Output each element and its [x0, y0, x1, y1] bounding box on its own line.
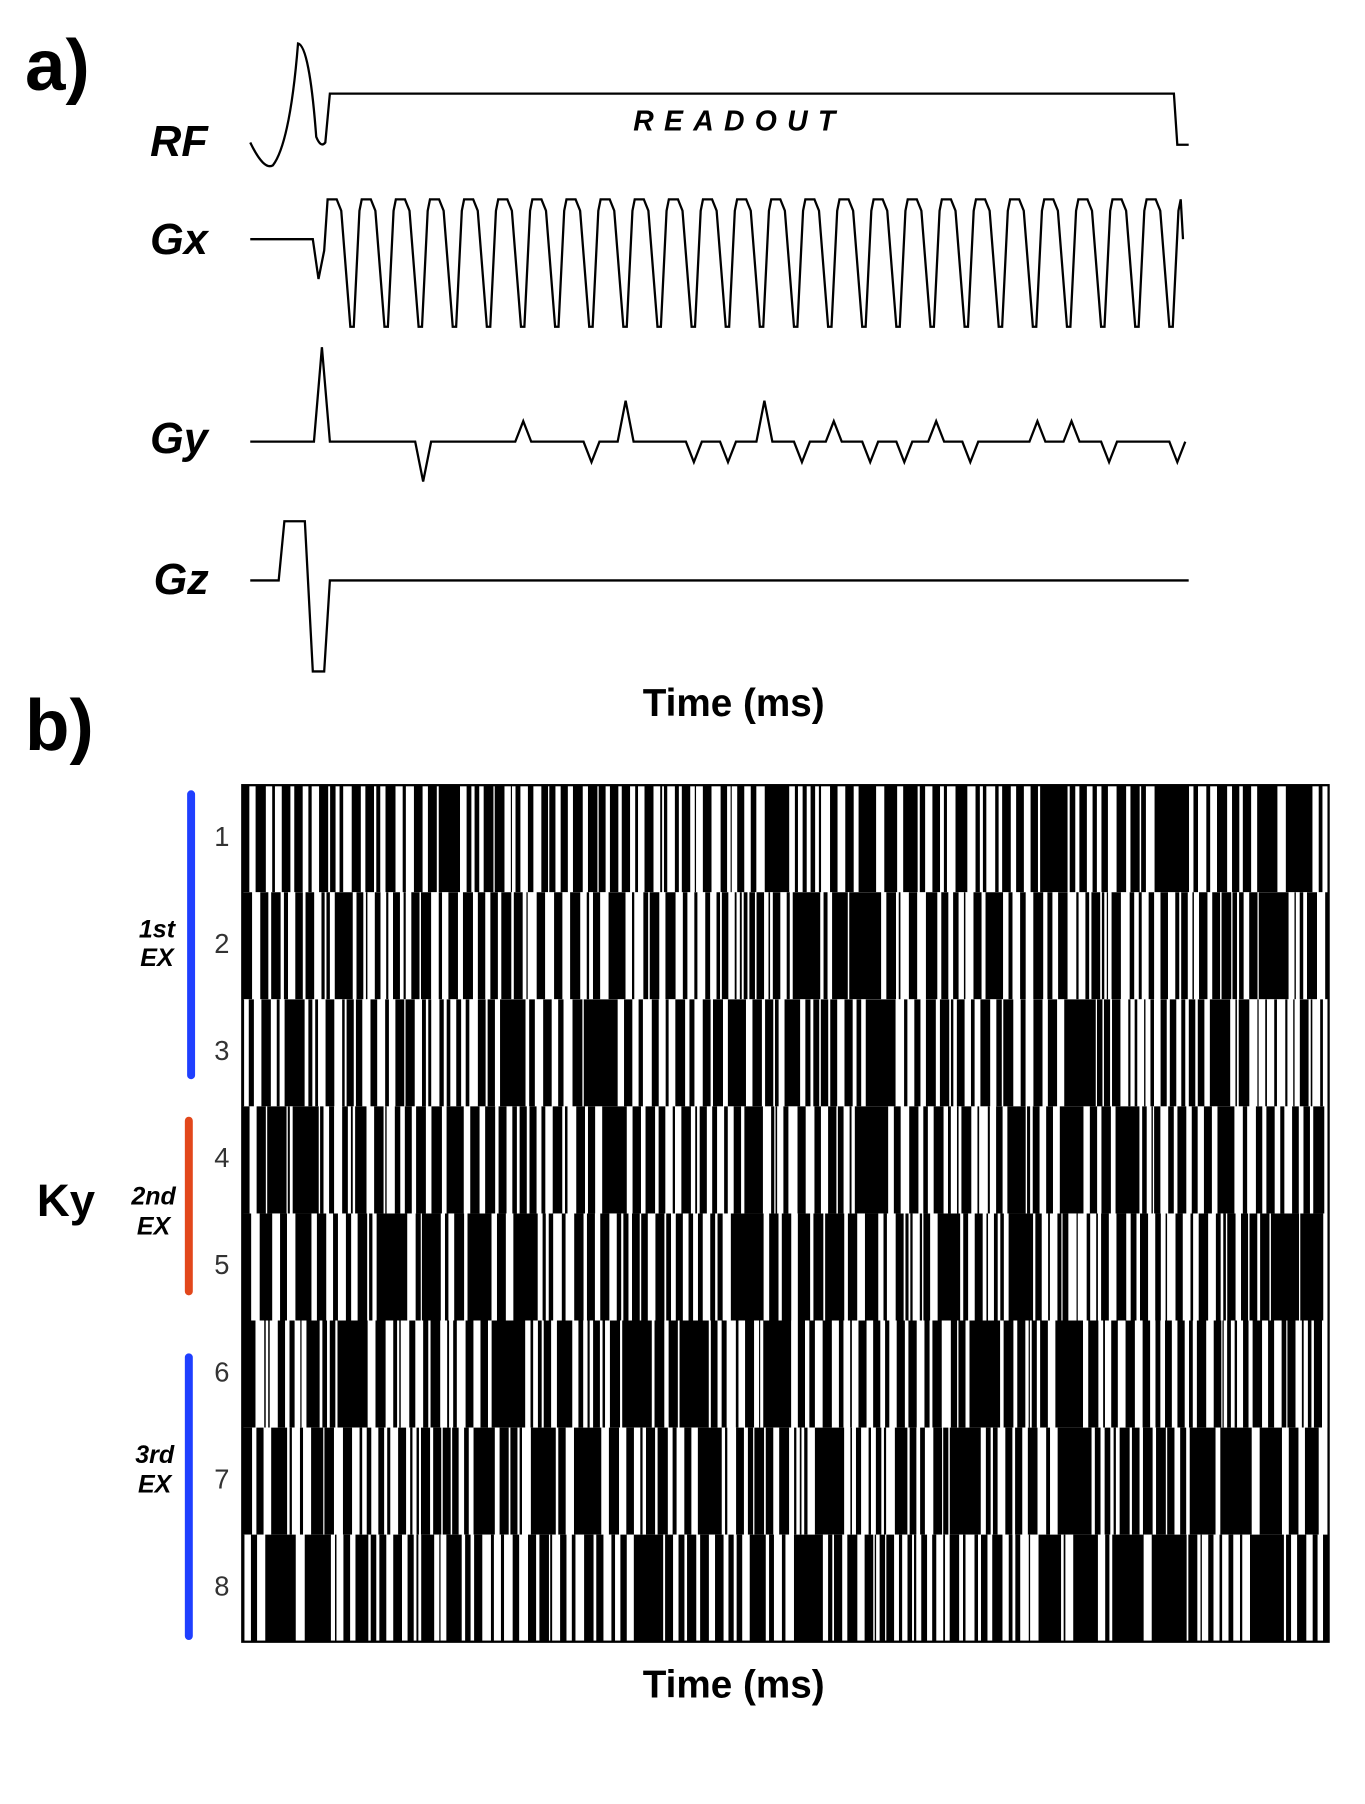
row-stripes [242, 1213, 1324, 1321]
signal-label: Gx [150, 216, 210, 264]
panel-label: b) [25, 685, 94, 766]
excitation-label: 1st [139, 915, 177, 943]
excitation-label: EX [137, 1212, 172, 1240]
rf-waveform [249, 42, 1189, 168]
row-label: 1 [214, 821, 229, 852]
row-label: 2 [214, 928, 229, 959]
row-stripes [242, 1427, 1329, 1535]
gy-waveform [250, 347, 1187, 482]
row-stripes [242, 1320, 1329, 1428]
row-stripes [242, 999, 1323, 1107]
y-axis-label: Ky [37, 1175, 96, 1226]
signal-label: Gz [154, 556, 210, 604]
x-axis-label: Time (ms) [643, 1663, 825, 1706]
excitation-label: 2nd [130, 1183, 176, 1211]
row-stripes [242, 785, 1323, 893]
excitation-label: EX [138, 1470, 173, 1498]
row-label: 6 [214, 1356, 229, 1387]
gz-waveform [250, 520, 1189, 673]
excitation-label: EX [140, 944, 175, 972]
row-label: 7 [214, 1463, 229, 1494]
signal-label: RF [150, 118, 209, 166]
map-frame [241, 784, 1330, 1643]
x-axis-label: Time (ms) [643, 682, 825, 725]
row-label: 8 [214, 1570, 229, 1601]
kspace-map [242, 785, 1329, 1642]
row-label: 5 [214, 1249, 229, 1280]
row-label: 4 [214, 1142, 229, 1173]
row-label: 3 [214, 1035, 229, 1066]
readout-label: READOUT [633, 106, 845, 138]
signal-label: Gy [150, 415, 210, 463]
gx-waveform [250, 198, 1185, 328]
row-stripes [242, 1106, 1329, 1214]
row-stripes [242, 1534, 1329, 1642]
panel-label: a) [25, 25, 90, 106]
excitation-label: 3rd [135, 1441, 175, 1469]
row-stripes [242, 892, 1329, 1000]
